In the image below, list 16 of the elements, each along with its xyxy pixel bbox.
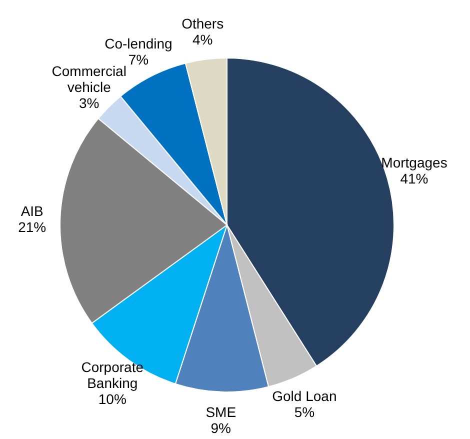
data-label: 10%: [98, 390, 126, 407]
slice-label: Others: [182, 16, 224, 32]
slice-label: Co-lending: [104, 35, 172, 52]
slice-label: Gold Loan: [272, 388, 337, 404]
data-label: 3%: [78, 95, 100, 112]
slice-label: SME: [206, 404, 236, 420]
data-label: 9%: [210, 420, 231, 436]
slice-label: Mortgages: [381, 154, 448, 171]
data-label: 21%: [18, 218, 46, 235]
data-label: 4%: [192, 32, 213, 48]
data-label: 7%: [128, 51, 149, 68]
slice-label: Commercial vehicle: [52, 63, 126, 96]
data-label: 41%: [400, 170, 428, 187]
data-label: 5%: [294, 404, 315, 420]
slice-label: AIB: [20, 202, 44, 219]
slice-label: Corporate Banking: [81, 358, 144, 391]
